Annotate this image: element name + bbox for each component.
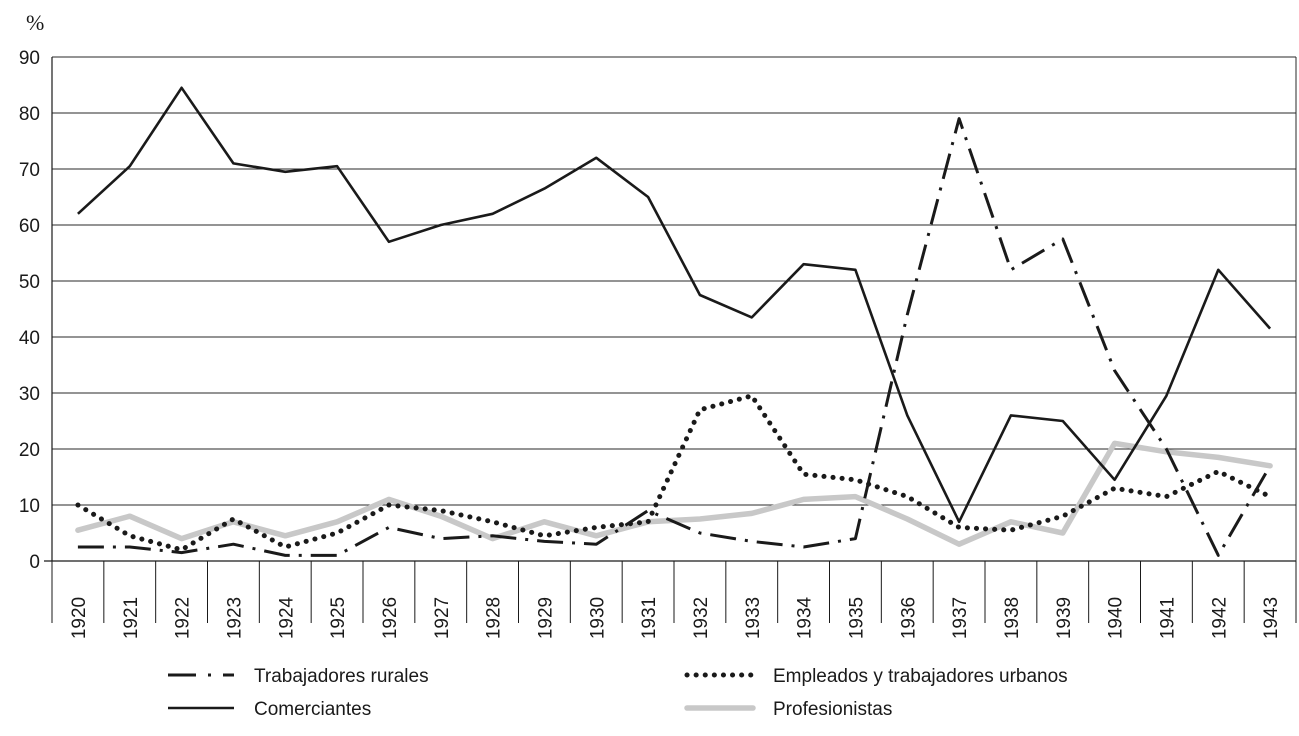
legend-label: Comerciantes	[254, 699, 371, 720]
legend-label: Profesionistas	[773, 699, 892, 720]
gridlines	[52, 56, 1296, 506]
x-tick-label: 1935	[846, 597, 867, 639]
y-tick-label: 40	[19, 328, 40, 349]
x-tick-label: 1939	[1054, 597, 1075, 639]
y-tick-label: 80	[19, 104, 40, 125]
legend: Trabajadores rurales Comerciantes Empleado…	[168, 666, 1068, 720]
x-tick-label: 1933	[743, 597, 764, 639]
y-tick-label: 90	[19, 48, 40, 69]
x-tick-label: 1932	[691, 597, 712, 639]
y-axis-ticks: 0 10 20 30 40 50 60 70 80 90	[19, 48, 40, 573]
x-tick-label: 1926	[380, 597, 401, 639]
x-tick-label: 1941	[1157, 597, 1178, 639]
y-tick-label: 70	[19, 160, 40, 181]
x-tick-label: 1942	[1209, 597, 1230, 639]
x-tick-label: 1929	[535, 597, 556, 639]
series-line-trabajadores-rurales	[77, 117, 1272, 557]
y-tick-label: 60	[19, 216, 40, 237]
x-tick-label: 1923	[224, 597, 245, 639]
x-tick-label: 1938	[1002, 597, 1023, 639]
x-tick-label: 1928	[484, 597, 505, 639]
y-tick-label: 10	[19, 496, 40, 517]
x-tick-label: 1930	[587, 597, 608, 639]
legend-label: Trabajadores rurales	[254, 666, 429, 687]
x-tick-label: 1922	[173, 597, 194, 639]
axes	[44, 57, 1297, 562]
y-unit-label: %	[26, 10, 44, 35]
series-line-comerciantes	[77, 86, 1272, 524]
series-line-empleados-y-trabajadores-urbanos	[75, 393, 1273, 553]
x-tick-label: 1925	[328, 597, 349, 639]
x-tick-label: 1924	[276, 596, 297, 639]
y-tick-label: 30	[19, 384, 40, 405]
x-tick-label: 1940	[1106, 597, 1127, 639]
x-tick-label: 1921	[121, 597, 142, 639]
series-lines	[75, 86, 1273, 557]
x-tick-label: 1931	[639, 597, 660, 639]
y-tick-label: 0	[29, 552, 40, 573]
x-tick-label: 1937	[950, 597, 971, 639]
x-axis-ticks: 1920 1921 1922 1923 1924 1925 1926 1927 1928 1929…	[51, 561, 1297, 639]
legend-label: Empleados y trabajadores urbanos	[773, 666, 1068, 687]
x-tick-label: 1936	[898, 597, 919, 639]
y-tick-label: 50	[19, 272, 40, 293]
x-tick-label: 1927	[432, 597, 453, 639]
x-tick-label: 1934	[795, 596, 816, 639]
y-tick-label: 20	[19, 440, 40, 461]
x-tick-label: 1943	[1261, 597, 1282, 639]
x-tick-label: 1920	[69, 597, 90, 639]
